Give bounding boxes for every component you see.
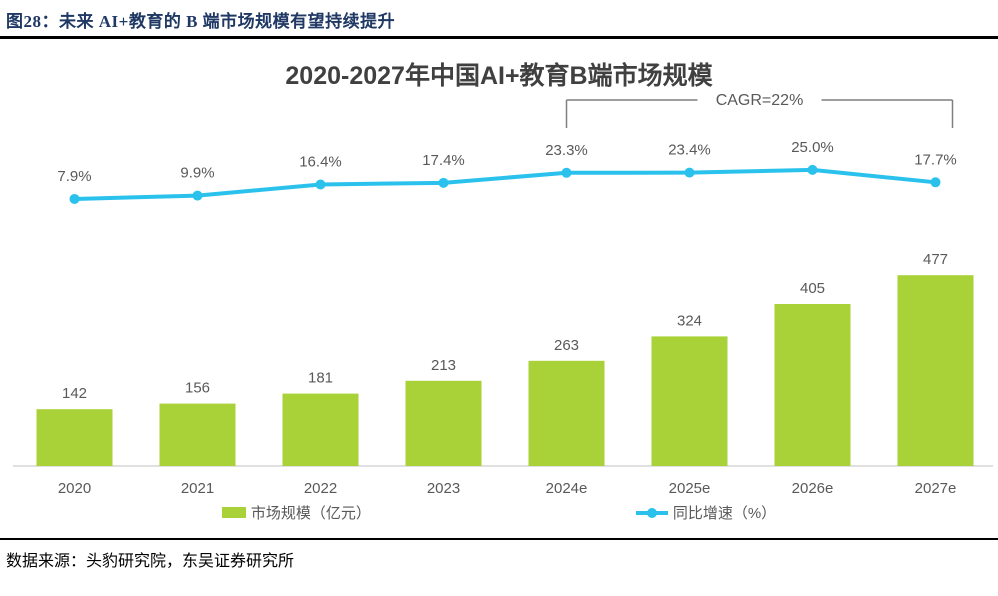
line-value-label-2024e: 23.3% [545, 142, 588, 159]
chart-title: 2020-2027年中国AI+教育B端市场规模 [285, 62, 713, 90]
bar-2027e [897, 275, 974, 466]
line-point-2024e [561, 167, 572, 178]
bar-value-label-2025e: 324 [677, 312, 702, 329]
category-label-2021: 2021 [181, 480, 214, 497]
category-label-2027e: 2027e [915, 480, 957, 497]
category-label-2020: 2020 [58, 480, 91, 497]
bar-series-swatch-icon [221, 507, 246, 518]
line-value-label-2023: 17.4% [422, 152, 465, 169]
bar-value-label-2023: 213 [431, 357, 456, 374]
footer-rule [0, 538, 998, 540]
legend-label-growth-rate: 同比增速（%） [672, 505, 777, 522]
category-label-2024e: 2024e [546, 480, 588, 497]
bar-2026e [774, 304, 851, 466]
growth-rate-line [72, 167, 938, 201]
bar-value-label-2020: 142 [62, 385, 87, 402]
category-label-2023: 2023 [427, 480, 460, 497]
line-point-2027e [930, 177, 941, 188]
line-point-2023 [438, 177, 449, 188]
line-value-label-2022: 16.4% [299, 154, 342, 171]
legend-label-market-size: 市场规模（亿元） [250, 505, 371, 522]
category-label-2022: 2022 [304, 480, 337, 497]
bar-value-label-2024e: 263 [554, 337, 579, 354]
legend-item-market-size: 市场规模（亿元） [221, 502, 371, 523]
bar-2023 [405, 380, 482, 466]
bar-2025e [651, 336, 728, 466]
cagr-label: CAGR=22% [716, 92, 804, 109]
bar-2021 [159, 403, 236, 466]
bar-value-label-2022: 181 [308, 370, 333, 387]
line-value-label-2020: 7.9% [57, 168, 91, 185]
line-value-label-2021: 9.9% [180, 165, 214, 182]
line-value-label-2025e: 23.4% [668, 142, 711, 159]
line-point-2025e [684, 167, 695, 178]
header-rule [0, 36, 998, 39]
line-point-2021 [192, 190, 203, 201]
category-label-2026e: 2026e [792, 480, 834, 497]
bar-value-label-2021: 156 [185, 380, 210, 397]
bar-2020 [36, 409, 113, 466]
figure-caption: 图28：未来 AI+教育的 B 端市场规模有望持续提升 [6, 12, 396, 31]
data-source: 数据来源：头豹研究院，东吴证券研究所 [6, 553, 295, 570]
legend-item-growth-rate: 同比增速（%） [635, 502, 777, 523]
line-value-label-2027e: 17.7% [914, 151, 957, 168]
line-series-swatch-icon [635, 507, 668, 518]
bar-2022 [282, 393, 359, 466]
line-point-2022 [315, 179, 326, 190]
chart-legend: 市场规模（亿元） 同比增速（%） [0, 502, 998, 523]
bar-2024e [528, 360, 605, 466]
line-point-2026e [807, 164, 818, 175]
line-value-label-2026e: 25.0% [791, 139, 834, 156]
category-label-2025e: 2025e [669, 480, 711, 497]
bar-value-label-2026e: 405 [800, 280, 825, 297]
line-point-2020 [69, 193, 80, 204]
bar-value-label-2027e: 477 [923, 251, 948, 268]
